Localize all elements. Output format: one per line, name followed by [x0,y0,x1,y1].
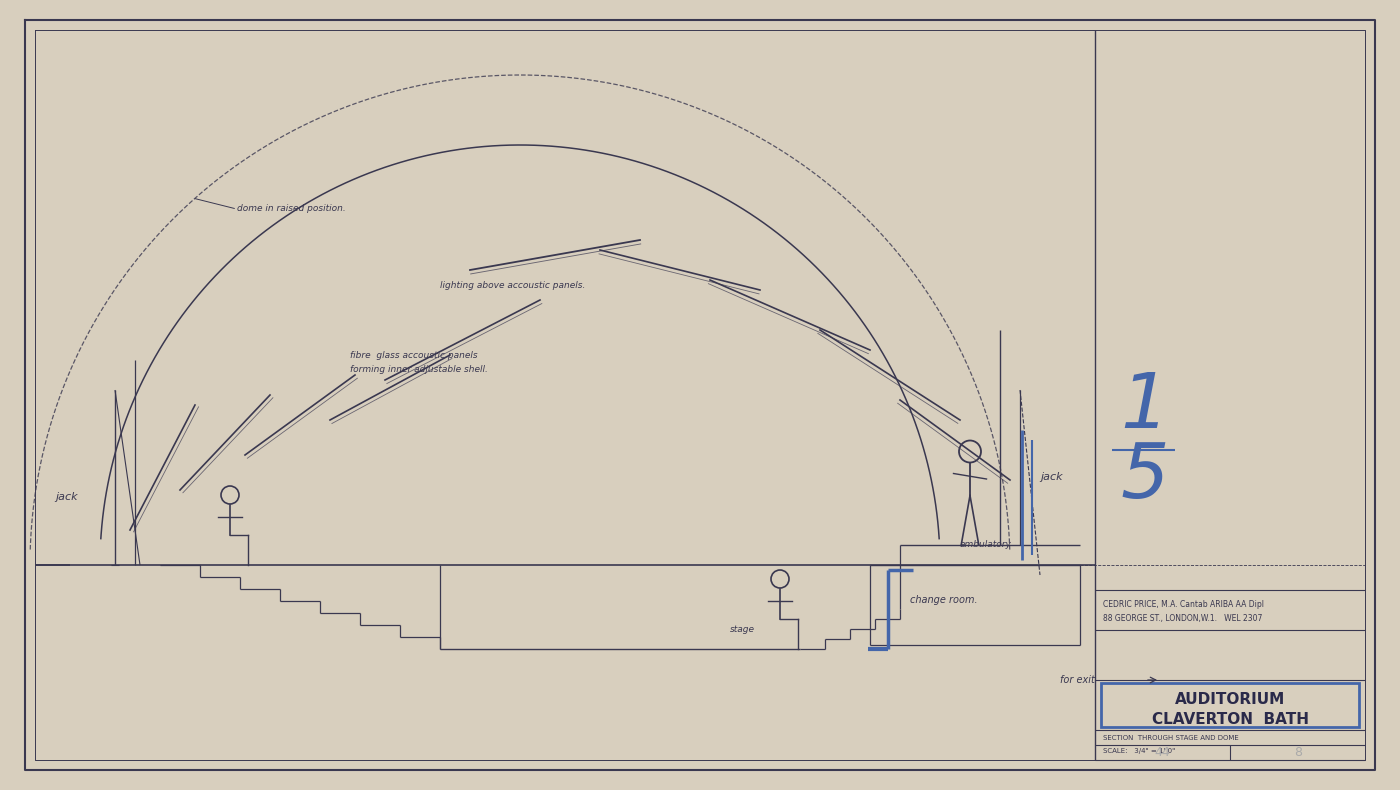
Text: CEDRIC PRICE, M.A. Cantab ARIBA AA Dipl: CEDRIC PRICE, M.A. Cantab ARIBA AA Dipl [1103,600,1264,609]
Text: stage: stage [729,625,755,634]
Text: forming inner adjustable shell.: forming inner adjustable shell. [350,366,487,374]
Text: for exit: for exit [1060,675,1095,685]
Text: 5: 5 [1120,440,1169,514]
Text: 1: 1 [1120,370,1169,444]
Text: fibre  glass accoustic panels: fibre glass accoustic panels [350,351,477,359]
Bar [1100,683,1359,727]
Text: change room.: change room. [910,595,977,605]
Text: CLAVERTON  BATH: CLAVERTON BATH [1151,713,1309,728]
Text: ambulatory: ambulatory [960,540,1012,549]
Text: 8: 8 [1294,747,1302,759]
Text: SCALE:   3/4" = 1' 0": SCALE: 3/4" = 1' 0" [1103,748,1175,754]
Text: 88 GEORGE ST., LONDON,W.1.   WEL 2307: 88 GEORGE ST., LONDON,W.1. WEL 2307 [1103,614,1263,623]
Text: SECTION  THROUGH STAGE AND DOME: SECTION THROUGH STAGE AND DOME [1103,735,1239,741]
Text: AUDITORIUM: AUDITORIUM [1175,693,1285,708]
Text: jack: jack [55,492,77,502]
Text: jack: jack [1040,472,1063,482]
Text: lighting above accoustic panels.: lighting above accoustic panels. [440,280,585,289]
Text: 44: 44 [1154,747,1170,759]
Text: dome in raised position.: dome in raised position. [237,204,346,213]
